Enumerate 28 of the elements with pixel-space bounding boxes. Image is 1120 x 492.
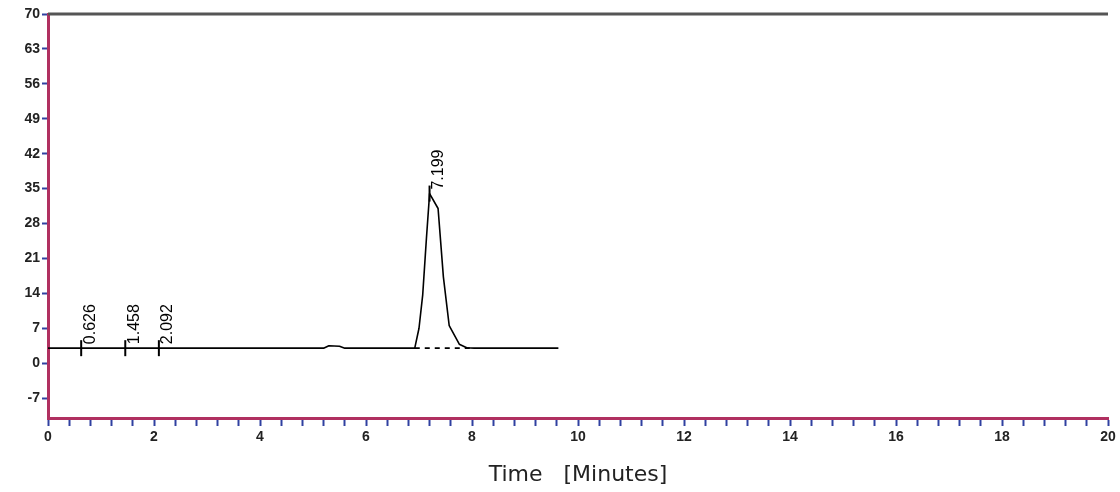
y-tick-label: 21 (24, 249, 41, 266)
x-tick-label: 8 (468, 428, 477, 445)
annotation: 2.092 (158, 304, 176, 345)
y-tick-label: -7 (27, 388, 41, 405)
y-tick-label: 14 (24, 284, 41, 301)
x-axis-title: Time [Minutes] (487, 460, 668, 486)
annotation: 7.199 (428, 149, 446, 190)
y-tick-label: 49 (24, 109, 41, 126)
x-tick-label: 16 (888, 428, 904, 445)
x-tick-label: 2 (150, 428, 159, 445)
x-tick-label: 12 (676, 428, 692, 445)
x-tick-label: 4 (256, 428, 265, 445)
y-tick-label: 63 (24, 39, 41, 56)
x-tick-label: 0 (44, 428, 53, 445)
y-tick-label: 56 (24, 74, 41, 91)
annotation: 0.626 (80, 304, 98, 345)
x-tick-label: 10 (570, 428, 586, 445)
y-tick-label: 0 (32, 354, 41, 370)
y-tick-label: 42 (24, 144, 41, 161)
x-tick-label: 20 (1100, 428, 1116, 445)
annotation: 1.458 (124, 304, 142, 345)
y-tick-label: 28 (24, 214, 41, 231)
x-tick-label: 14 (782, 428, 798, 445)
y-tick-label: 70 (24, 4, 41, 21)
x-tick-label: 6 (362, 428, 371, 445)
y-tick-label: 35 (24, 179, 41, 196)
y-tick-label: 7 (32, 319, 41, 336)
x-tick-label: 18 (994, 428, 1010, 445)
